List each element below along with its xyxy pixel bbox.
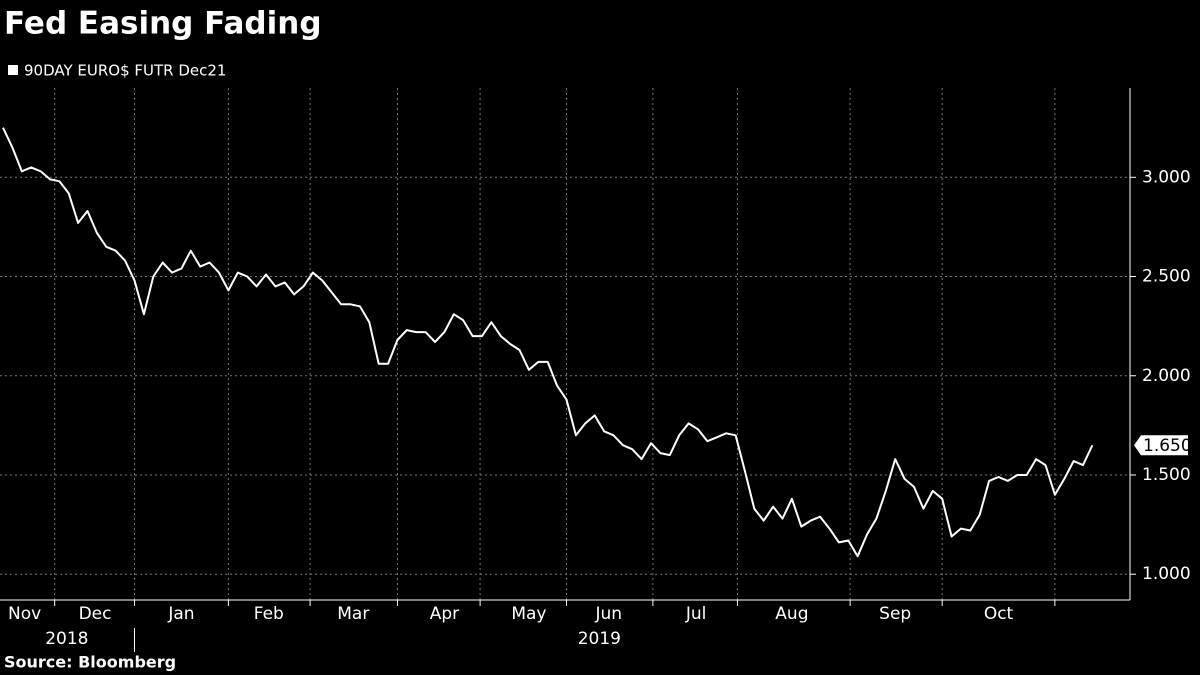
x-tick-label: Apr xyxy=(430,604,459,624)
legend-label: 90DAY EURO$ FUTR Dec21 xyxy=(24,62,226,80)
x-tick-label: Feb xyxy=(254,604,284,624)
x-tick-label: May xyxy=(511,604,546,624)
year-label: 2019 xyxy=(578,629,621,649)
legend-swatch xyxy=(8,65,18,75)
last-value-label: 1.650 xyxy=(1143,436,1192,456)
source: Source: Bloomberg xyxy=(4,653,176,672)
year-label: 2018 xyxy=(45,629,88,649)
y-tick-label: 1.500 xyxy=(1142,465,1191,485)
chart-title: Fed Easing Fading xyxy=(4,6,322,42)
x-tick-label: Aug xyxy=(775,604,808,624)
x-tick-label: Sep xyxy=(879,604,911,624)
y-tick-label: 2.000 xyxy=(1142,366,1191,386)
x-tick-label: Nov xyxy=(8,604,41,624)
series-line xyxy=(2,127,1094,558)
x-tick-label: Dec xyxy=(79,604,112,624)
x-tick-label: Oct xyxy=(984,604,1014,624)
y-tick-label: 2.500 xyxy=(1142,267,1191,287)
y-tick-label: 3.000 xyxy=(1142,167,1191,187)
x-tick-label: Jul xyxy=(685,604,707,624)
x-tick-label: Mar xyxy=(337,604,369,624)
y-tick-label: 1.000 xyxy=(1142,564,1191,584)
x-tick-label: Jan xyxy=(167,604,194,624)
x-tick-label: Jun xyxy=(594,604,622,624)
last-value-box xyxy=(1134,435,1188,456)
